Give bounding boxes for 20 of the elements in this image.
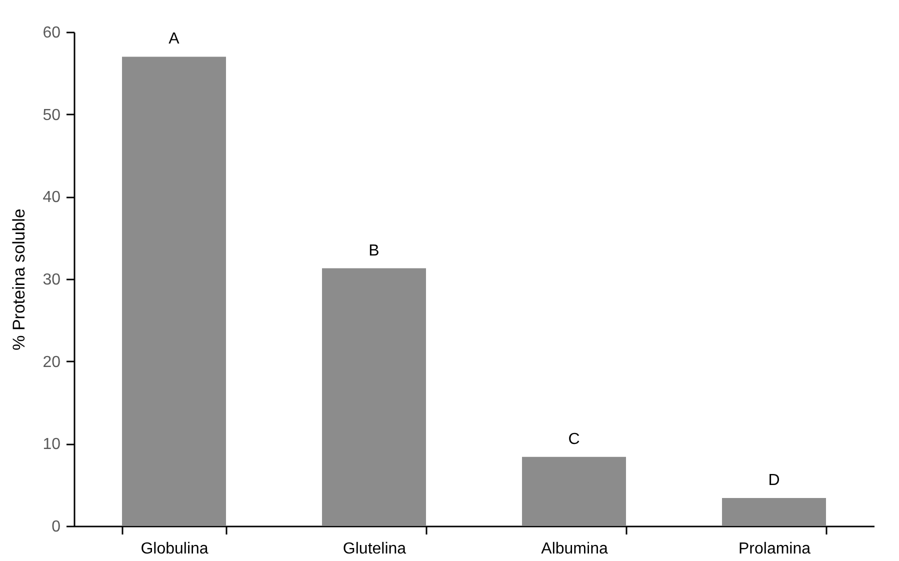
- bar: [722, 498, 826, 526]
- annotation: D: [768, 472, 780, 490]
- y-tick-label: 60: [42, 24, 61, 42]
- x-tick-label: Prolamina: [738, 540, 811, 558]
- y-tick-label: 30: [42, 272, 61, 288]
- bar: [122, 56, 226, 526]
- y-tick-label: 40: [42, 189, 61, 206]
- bar: [322, 268, 426, 526]
- y-tick-label: 50: [42, 106, 61, 124]
- y-tick-label: 0: [52, 518, 61, 536]
- y-axis-title: % Proteina soluble: [10, 208, 29, 350]
- x-tick-label: Globulina: [140, 540, 208, 558]
- bar: [522, 456, 626, 526]
- annotation: B: [368, 242, 380, 260]
- y-tick-label: 20: [42, 354, 61, 371]
- x-tick-label: Albumina: [541, 540, 608, 558]
- y-tick-label: 10: [42, 436, 61, 454]
- x-tick-label: Glutelina: [342, 540, 406, 558]
- annotation: A: [168, 30, 180, 48]
- annotation: C: [568, 430, 580, 448]
